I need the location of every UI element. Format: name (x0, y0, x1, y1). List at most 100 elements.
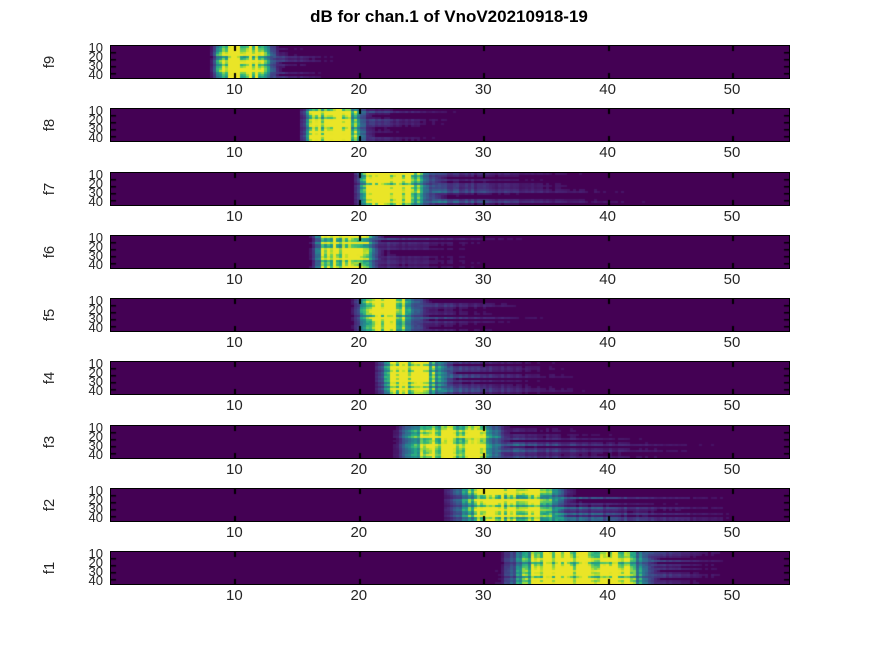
subplot-row: f5 10 20 30 40 10 20 30 40 50 (0, 294, 871, 361)
y-tick-label: 20 (88, 49, 103, 64)
y-axis-label: f3 (40, 435, 58, 449)
y-tick-labels: 10 20 30 40 (62, 484, 106, 524)
x-tick-label: 10 (226, 461, 243, 478)
subplot-row: f6 10 20 30 40 10 20 30 40 50 (0, 231, 871, 298)
y-tick-label: 30 (88, 311, 103, 326)
y-tick-label: 40 (88, 257, 103, 272)
x-tick-label: 30 (474, 334, 492, 351)
x-tick-label: 30 (474, 397, 492, 414)
x-tick-label: 40 (599, 81, 616, 98)
x-tick-label: 10 (226, 144, 243, 161)
x-tick-label: 30 (474, 271, 492, 288)
x-tick-label: 50 (723, 271, 741, 288)
spectrogram-canvas (111, 109, 789, 141)
x-tick-label: 20 (350, 208, 368, 225)
y-tick-label: 40 (88, 320, 103, 335)
plot-area (110, 551, 790, 585)
chart-title: dB for chan.1 of VnoV20210918-19 (310, 7, 588, 26)
x-tick-label: 40 (599, 524, 616, 541)
subplot-row: f7 10 20 30 40 10 20 30 40 50 (0, 168, 871, 235)
y-tick-label: 20 (88, 555, 103, 570)
y-tick-label: 20 (88, 302, 103, 317)
y-tick-label: 10 (88, 546, 103, 561)
y-tick-label: 10 (88, 230, 103, 245)
x-tick-label: 40 (599, 587, 616, 604)
x-tick-label: 20 (350, 461, 368, 478)
x-tick-labels: 10 20 30 40 50 (110, 525, 788, 542)
y-axis-label: f6 (40, 245, 58, 259)
y-tick-label: 10 (88, 40, 103, 55)
subplot-row: f1 10 20 30 40 10 20 30 40 50 (0, 547, 871, 614)
y-tick-label: 30 (88, 501, 103, 516)
y-tick-label: 10 (88, 420, 103, 435)
y-tick-labels: 10 20 30 40 (62, 547, 106, 587)
plot-area (110, 108, 790, 142)
y-tick-label: 20 (88, 492, 103, 507)
plot-area (110, 172, 790, 206)
y-tick-label: 30 (88, 564, 103, 579)
y-tick-label: 40 (88, 194, 103, 209)
y-tick-labels: 10 20 30 40 (62, 294, 106, 334)
y-tick-labels: 10 20 30 40 (62, 421, 106, 461)
x-tick-labels: 10 20 30 40 50 (110, 209, 788, 226)
x-tick-label: 30 (474, 144, 492, 161)
y-tick-label: 40 (88, 573, 103, 588)
spectrogram-canvas (111, 362, 789, 394)
y-tick-labels: 10 20 30 40 (62, 231, 106, 271)
y-tick-label: 10 (88, 103, 103, 118)
y-tick-labels: 10 20 30 40 (62, 104, 106, 144)
x-tick-label: 30 (474, 524, 492, 541)
x-tick-label: 30 (474, 81, 492, 98)
spectrogram-canvas (111, 46, 789, 78)
x-tick-label: 40 (599, 271, 616, 288)
y-tick-label: 20 (88, 112, 103, 127)
y-tick-label: 30 (88, 58, 103, 73)
subplot-row: f8 10 20 30 40 10 20 30 40 50 (0, 104, 871, 171)
x-tick-label: 10 (226, 271, 243, 288)
spectrogram-canvas (111, 173, 789, 205)
y-tick-label: 40 (88, 510, 103, 525)
y-tick-label: 20 (88, 429, 103, 444)
y-tick-label: 20 (88, 365, 103, 380)
x-tick-label: 40 (599, 461, 616, 478)
y-axis-label: f9 (40, 55, 58, 69)
y-tick-label: 40 (88, 447, 103, 462)
x-tick-labels: 10 20 30 40 50 (110, 145, 788, 162)
y-tick-label: 40 (88, 130, 103, 145)
y-tick-label: 30 (88, 248, 103, 263)
x-tick-label: 10 (226, 208, 243, 225)
x-tick-labels: 10 20 30 40 50 (110, 398, 788, 415)
y-axis-label: f4 (40, 371, 58, 385)
x-tick-label: 10 (226, 334, 243, 351)
x-tick-labels: 10 20 30 40 50 (110, 82, 788, 99)
x-tick-label: 20 (350, 334, 368, 351)
x-tick-label: 10 (226, 587, 243, 604)
plot-area (110, 488, 790, 522)
y-axis-label: f7 (40, 182, 58, 196)
x-tick-label: 30 (474, 587, 492, 604)
spectrogram-canvas (111, 426, 789, 458)
y-tick-label: 10 (88, 293, 103, 308)
x-tick-label: 20 (350, 144, 368, 161)
y-axis-label: f2 (40, 498, 58, 512)
spectrogram-canvas (111, 489, 789, 521)
plot-area (110, 298, 790, 332)
x-tick-label: 50 (723, 397, 741, 414)
subplot-row: f2 10 20 30 40 10 20 30 40 50 (0, 484, 871, 551)
x-tick-label: 50 (723, 524, 741, 541)
subplot-row: f4 10 20 30 40 10 20 30 40 50 (0, 357, 871, 424)
x-tick-labels: 10 20 30 40 50 (110, 588, 788, 605)
y-tick-label: 30 (88, 121, 103, 136)
x-tick-label: 40 (599, 144, 616, 161)
y-axis-label: f1 (40, 561, 58, 575)
x-tick-label: 40 (599, 208, 616, 225)
x-tick-label: 50 (723, 144, 741, 161)
y-tick-labels: 10 20 30 40 (62, 41, 106, 81)
x-tick-label: 30 (474, 208, 492, 225)
x-tick-label: 20 (350, 271, 368, 288)
y-axis-label: f5 (40, 308, 58, 322)
plot-area (110, 45, 790, 79)
x-tick-labels: 10 20 30 40 50 (110, 335, 788, 352)
x-tick-label: 20 (350, 397, 368, 414)
y-tick-label: 10 (88, 483, 103, 498)
